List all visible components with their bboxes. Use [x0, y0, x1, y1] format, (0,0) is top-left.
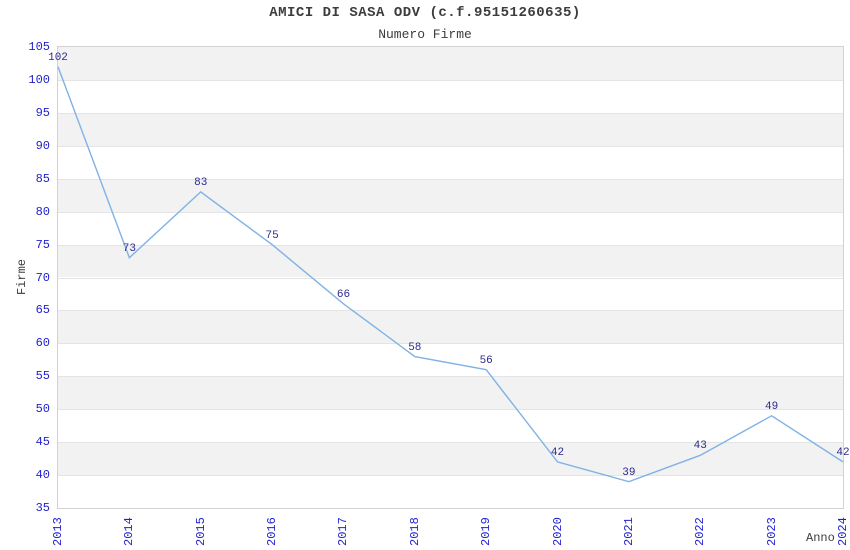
y-tick-label: 35 [35, 501, 50, 515]
series-line [57, 66, 844, 483]
gridline [58, 475, 843, 477]
x-tick-label: 2016 [265, 517, 280, 546]
data-label: 102 [48, 51, 68, 64]
data-label: 49 [765, 400, 779, 413]
gridline [58, 211, 843, 213]
y-tick-label: 60 [35, 336, 50, 351]
x-tick-label: 2020 [550, 517, 565, 546]
x-tick-label: 2014 [122, 517, 137, 546]
plot-band [58, 112, 843, 146]
x-tick-label: 2017 [336, 517, 351, 546]
plot-band [58, 79, 843, 113]
plot-band [58, 211, 843, 245]
x-tick-label: 2022 [693, 517, 708, 546]
plot-band [58, 310, 843, 344]
plot-band [58, 409, 843, 443]
plot-band [58, 244, 843, 278]
line-series [57, 66, 844, 483]
gridline [58, 277, 843, 279]
data-label: 66 [336, 288, 351, 301]
data-label: 83 [194, 176, 208, 189]
data-label: 58 [408, 341, 422, 354]
data-label: 43 [693, 440, 707, 453]
x-tick-label: 2015 [193, 517, 208, 546]
x-tick-label: 2013 [51, 517, 65, 546]
chart-subtitle: Numero Firme [378, 27, 472, 42]
data-label: 73 [122, 242, 136, 255]
gridline [58, 244, 843, 246]
gridline [58, 409, 843, 411]
y-tick-label: 105 [28, 40, 50, 54]
data-label: 56 [479, 354, 493, 367]
gridline [58, 178, 843, 180]
y-tick-label: 95 [35, 105, 50, 120]
chart-title: AMICI DI SASA ODV (c.f.95151260635) [269, 5, 581, 21]
y-tick-label: 65 [35, 303, 50, 318]
gridline [58, 343, 843, 345]
y-tick-label: 80 [35, 204, 50, 219]
x-axis-label: Anno [806, 531, 835, 545]
gridline [58, 79, 843, 81]
data-label: 42 [550, 446, 565, 459]
gridline [58, 376, 843, 378]
y-tick-label: 50 [35, 402, 50, 417]
plot-band [58, 475, 843, 508]
plot-band [58, 277, 843, 311]
plot-band [58, 178, 843, 212]
data-label: 42 [836, 446, 850, 459]
y-tick-label: 85 [35, 171, 50, 186]
plot-band [58, 343, 843, 377]
x-tick-label: 2023 [764, 517, 779, 546]
y-tick-label: 75 [35, 237, 50, 252]
x-tick-label: 2024 [836, 517, 850, 546]
gridline [58, 145, 843, 147]
gridline [58, 310, 843, 312]
plot-band [58, 47, 843, 80]
y-tick-label: 45 [35, 435, 50, 450]
data-label: 39 [622, 466, 636, 479]
plot-band [58, 376, 843, 410]
x-tick-label: 2021 [621, 517, 636, 546]
data-label: 75 [265, 229, 279, 242]
x-tick-label: 2019 [479, 517, 494, 546]
plot-area: 102 73 83 75 66 58 56 42 39 43 49 42 [48, 46, 850, 509]
y-tick-label: 70 [35, 270, 50, 285]
x-tick-label: 2018 [407, 517, 422, 546]
y-tick-label: 100 [28, 72, 50, 87]
y-tick-label: 55 [35, 369, 50, 384]
y-tick-label: 40 [35, 468, 50, 483]
y-tick-label: 90 [35, 138, 50, 153]
plot-band [58, 145, 843, 179]
gridline [58, 442, 843, 444]
plot-band [58, 442, 843, 476]
gridline [58, 112, 843, 114]
